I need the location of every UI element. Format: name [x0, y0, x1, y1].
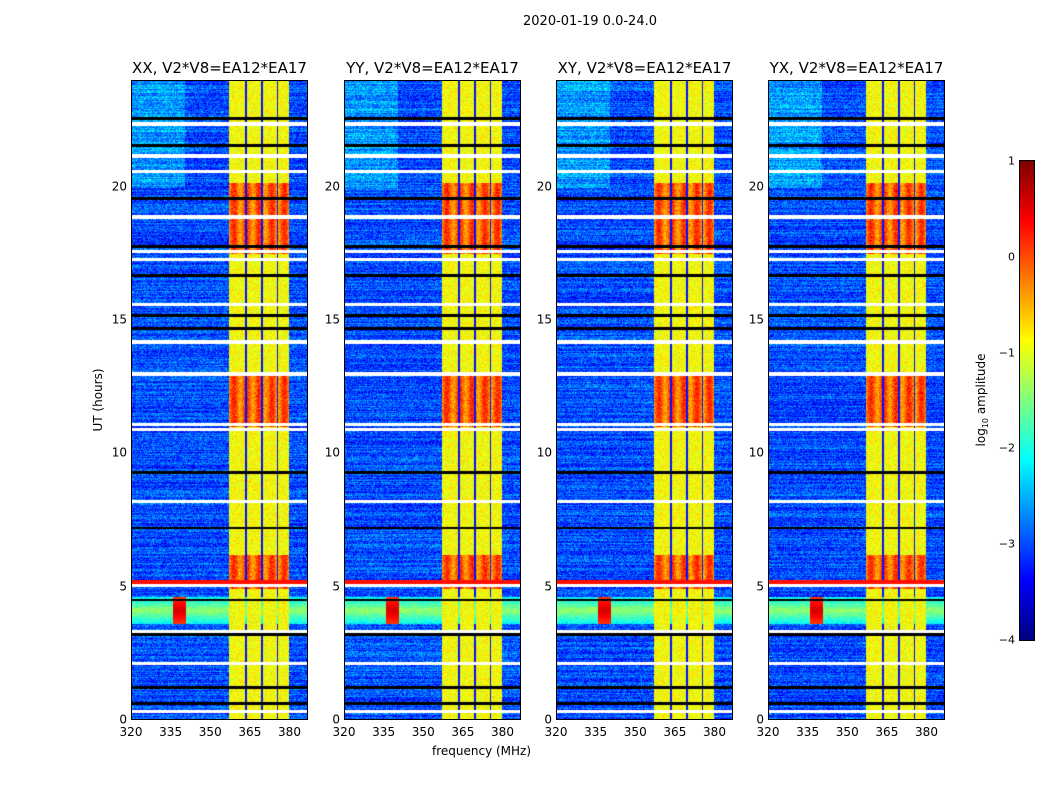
panel-title: YY, V2*V8=EA12*EA17 — [346, 59, 519, 77]
x-tick-label: 335 — [159, 725, 183, 739]
y-tick-label: 20 — [748, 179, 764, 194]
y-tick-label: 5 — [119, 579, 127, 594]
colorbar-tick-label: 0 — [1008, 250, 1015, 264]
panel-title: XX, V2*V8=EA12*EA17 — [132, 59, 307, 77]
x-tick-label: 365 — [451, 725, 475, 739]
x-tick-label: 380 — [278, 725, 301, 739]
y-tick-label: 20 — [324, 179, 340, 194]
y-tick-label: 10 — [748, 445, 764, 460]
x-tick-label: 320 — [332, 725, 356, 739]
heatmap-panel — [344, 80, 521, 720]
heatmap-image — [345, 81, 520, 719]
panel-title: YX, V2*V8=EA12*EA17 — [769, 59, 944, 77]
y-tick-label: 5 — [332, 579, 340, 594]
y-tick-label: 20 — [111, 179, 127, 194]
colorbar-label-suffix: amplitude — [973, 353, 988, 418]
colorbar-tick-label: −1 — [998, 346, 1015, 360]
colorbar — [1019, 160, 1035, 641]
x-tick-label: 380 — [491, 725, 514, 739]
x-tick-label: 320 — [544, 725, 568, 739]
x-tick-label: 350 — [411, 725, 435, 739]
x-tick-label: 335 — [372, 725, 396, 739]
y-tick-label: 15 — [324, 312, 340, 327]
colorbar-tick-label: −3 — [998, 537, 1015, 551]
x-tick-label: 335 — [796, 725, 820, 739]
y-tick-label: 15 — [111, 312, 127, 327]
heatmap-image — [557, 81, 732, 719]
figure-title: 2020-01-19 0.0-24.0 — [523, 14, 657, 29]
y-tick-label: 0 — [544, 712, 552, 727]
x-axis-label: frequency (MHz) — [432, 744, 532, 758]
x-tick-label: 380 — [915, 725, 938, 739]
x-tick-label: 350 — [623, 725, 647, 739]
y-tick-label: 0 — [119, 712, 127, 727]
x-tick-label: 365 — [238, 725, 262, 739]
x-tick-label: 365 — [663, 725, 687, 739]
colorbar-label-prefix: log — [973, 428, 988, 447]
y-tick-label: 5 — [544, 579, 552, 594]
colorbar-gradient — [1020, 161, 1034, 640]
x-tick-label: 365 — [875, 725, 899, 739]
y-tick-label: 15 — [536, 312, 552, 327]
y-tick-label: 10 — [536, 445, 552, 460]
heatmap-panel — [556, 80, 733, 720]
x-tick-label: 335 — [584, 725, 608, 739]
colorbar-tick-label: −2 — [998, 441, 1015, 455]
x-tick-label: 350 — [198, 725, 222, 739]
x-tick-label: 320 — [756, 725, 780, 739]
colorbar-label: log10 amplitude — [974, 354, 990, 447]
y-tick-label: 15 — [748, 312, 764, 327]
y-tick-label: 0 — [756, 712, 764, 727]
x-tick-label: 320 — [119, 725, 143, 739]
y-tick-label: 10 — [111, 445, 127, 460]
y-axis-label: UT (hours) — [91, 368, 105, 432]
y-tick-label: 5 — [756, 579, 764, 594]
y-tick-label: 10 — [324, 445, 340, 460]
x-tick-label: 350 — [835, 725, 859, 739]
heatmap-panel — [131, 80, 308, 720]
colorbar-tick-label: 1 — [1008, 154, 1015, 168]
colorbar-tick-label: −4 — [998, 633, 1015, 647]
colorbar-label-subscript: 10 — [981, 417, 991, 429]
panel-title: XY, V2*V8=EA12*EA17 — [557, 59, 732, 77]
y-tick-label: 0 — [332, 712, 340, 727]
heatmap-image — [769, 81, 944, 719]
heatmap-panel — [768, 80, 945, 720]
y-tick-label: 20 — [536, 179, 552, 194]
heatmap-image — [132, 81, 307, 719]
x-tick-label: 380 — [703, 725, 726, 739]
